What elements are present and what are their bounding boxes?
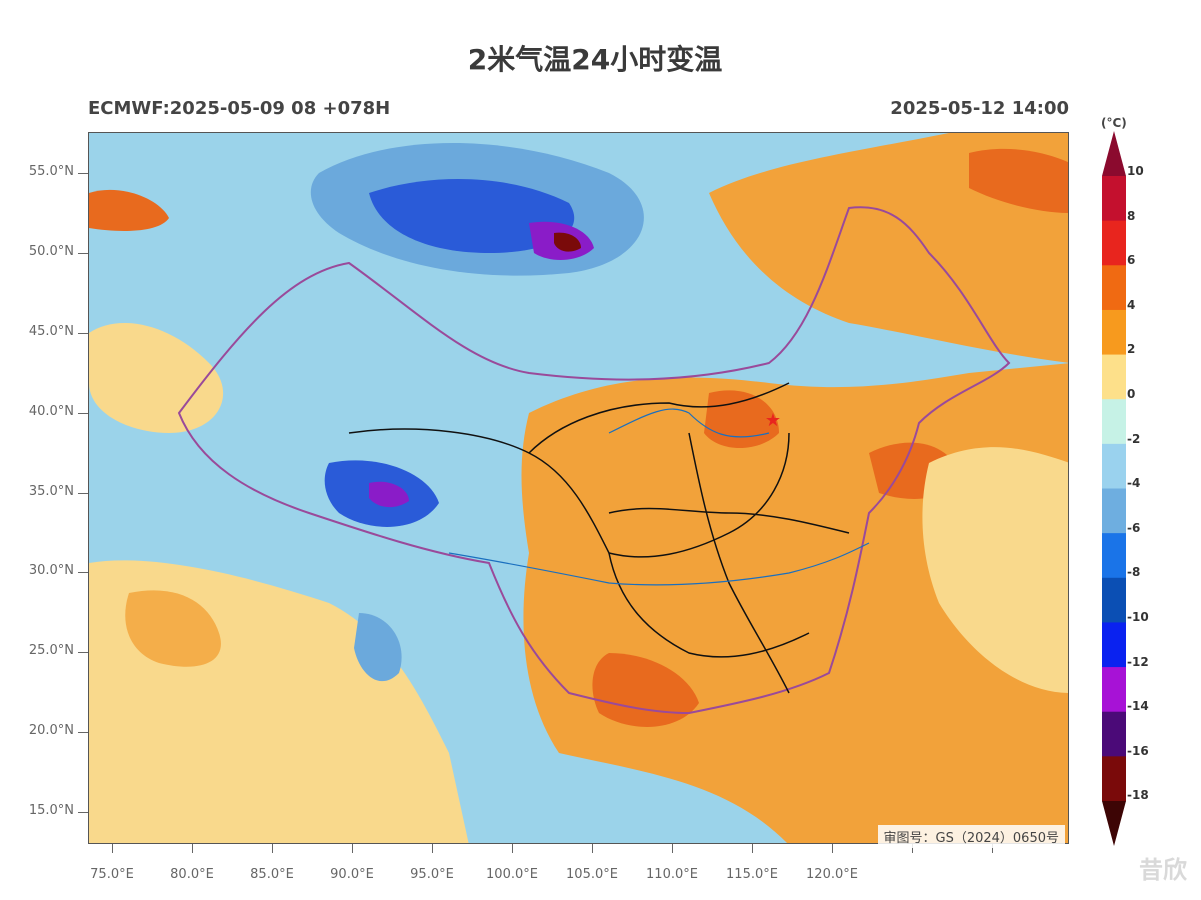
colorbar-segment [1102, 309, 1126, 356]
lon-tick [112, 844, 113, 853]
mongolia-deep-cold [369, 179, 575, 253]
colorbar-segment [1102, 622, 1126, 668]
colorbar-label: -14 [1127, 699, 1149, 713]
lat-label-35: 35.0°N [28, 484, 74, 499]
colorbar-segment [1102, 667, 1126, 713]
south-hot-patch [592, 653, 699, 727]
lat-label-55: 55.0°N [28, 164, 74, 179]
colorbar-segment [1102, 488, 1126, 534]
lon-label-95: 95.0°E [410, 867, 454, 882]
province-border-3 [608, 552, 810, 658]
east-sea-zone [922, 447, 1068, 693]
colorbar-label: 6 [1127, 253, 1136, 267]
model-run-label: ECMWF:2025-05-09 08 +078H [88, 98, 391, 119]
lat-tick [78, 493, 88, 494]
yangtze-river [448, 542, 870, 586]
colorbar-segment [1102, 577, 1126, 623]
colorbar-segment [1102, 354, 1126, 400]
lat-label-45: 45.0°N [28, 324, 74, 339]
province-border-1 [348, 428, 790, 558]
lon-label-115: 115.0°E [726, 867, 778, 882]
colorbar-segment [1102, 533, 1126, 579]
lat-tick [78, 652, 88, 653]
warm-patch-1 [125, 590, 221, 667]
map-approval-number: 审图号：GS（2024）0650号 [877, 825, 1065, 848]
lon-tick [992, 844, 993, 853]
lat-tick [78, 732, 88, 733]
colorbar-label: -12 [1127, 655, 1149, 669]
lon-tick [592, 844, 593, 853]
lon-label-100: 100.0°E [486, 867, 538, 882]
yunnan-cold-zone [354, 613, 402, 682]
colorbar-label: -8 [1127, 565, 1141, 579]
colorbar-top-arrow [1102, 131, 1126, 176]
colorbar-label: 10 [1127, 164, 1144, 178]
lon-label-90: 90.0°E [330, 867, 374, 882]
colorbar-label: -10 [1127, 610, 1149, 624]
lon-label-80: 80.0°E [170, 867, 214, 882]
colorbar-segment [1102, 443, 1126, 489]
valid-time-label: 2025-05-12 14:00 [890, 98, 1069, 119]
beijing-star: ★ [765, 410, 781, 431]
tibet-extreme-cold [369, 481, 409, 508]
colorbar-label: 8 [1127, 209, 1136, 223]
colorbar-label: -4 [1127, 476, 1141, 490]
lat-tick [78, 572, 88, 573]
lon-tick [752, 844, 753, 853]
lat-tick [78, 413, 88, 414]
chart-title: 2米气温24小时变温 [467, 43, 723, 76]
lon-tick [192, 844, 193, 853]
lon-tick [272, 844, 273, 853]
west-hot-patch [89, 189, 169, 231]
lon-tick [432, 844, 433, 853]
colorbar-label: 2 [1127, 342, 1136, 356]
colorbar-label: -2 [1127, 432, 1141, 446]
watermark: 昔欣 [1139, 856, 1187, 884]
lon-label-75: 75.0°E [90, 867, 134, 882]
lon-tick [512, 844, 513, 853]
colorbar-label: 0 [1127, 387, 1136, 401]
lat-tick [78, 812, 88, 813]
temperature-change-map[interactable]: ★ [88, 132, 1069, 844]
west-warm-zone [89, 323, 224, 433]
lat-tick [78, 173, 88, 174]
colorbar-segment [1102, 399, 1126, 445]
lat-label-40: 40.0°N [28, 404, 74, 419]
northeast-hot-patch [969, 148, 1068, 213]
province-border-4 [688, 432, 790, 694]
lon-label-110: 110.0°E [646, 867, 698, 882]
colorbar-label: -18 [1127, 788, 1149, 802]
colorbar-segment [1102, 176, 1126, 222]
lat-label-25: 25.0°N [28, 643, 74, 658]
lon-tick [672, 844, 673, 853]
colorbar-segment [1102, 711, 1126, 757]
colorbar-segment [1102, 756, 1126, 802]
province-border-2 [528, 382, 790, 454]
lon-label-120: 120.0°E [806, 867, 858, 882]
lon-label-105: 105.0°E [566, 867, 618, 882]
colorbar-label: 4 [1127, 298, 1136, 312]
colorbar [1102, 131, 1126, 846]
mongolia-core [554, 232, 581, 252]
lon-tick [352, 844, 353, 853]
lat-label-15: 15.0°N [28, 803, 74, 818]
yellow-river [608, 408, 770, 438]
colorbar-bottom-arrow [1102, 801, 1126, 846]
lat-label-20: 20.0°N [28, 723, 74, 738]
colorbar-unit: (°C) [1101, 116, 1127, 130]
colorbar-label: -6 [1127, 521, 1141, 535]
colorbar-segment [1102, 265, 1126, 311]
lon-tick [832, 844, 833, 853]
province-border-5 [608, 507, 850, 534]
lat-label-30: 30.0°N [28, 563, 74, 578]
lat-label-50: 50.0°N [28, 244, 74, 259]
lat-tick [78, 253, 88, 254]
colorbar-label: -16 [1127, 744, 1149, 758]
country-border [177, 206, 1011, 715]
lon-tick [912, 844, 913, 853]
colorbar-segment [1102, 220, 1126, 266]
lat-tick [78, 333, 88, 334]
lon-label-85: 85.0°E [250, 867, 294, 882]
map-canvas: ★ [89, 133, 1068, 843]
